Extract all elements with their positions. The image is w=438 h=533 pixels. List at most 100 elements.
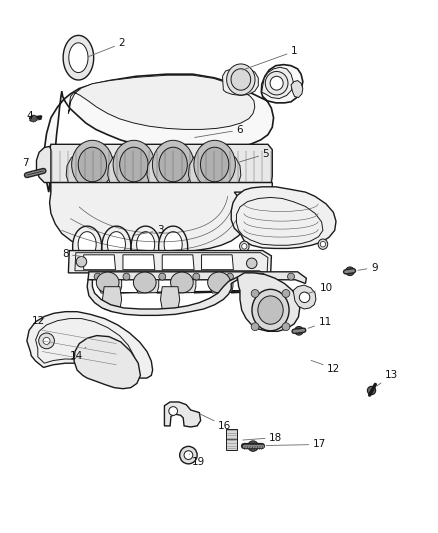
Circle shape <box>120 366 126 372</box>
Text: 2: 2 <box>88 38 125 56</box>
Polygon shape <box>36 147 51 183</box>
Text: 18: 18 <box>243 433 283 442</box>
Text: 13: 13 <box>377 370 398 386</box>
Ellipse shape <box>231 69 251 90</box>
Polygon shape <box>208 280 283 293</box>
Polygon shape <box>134 280 274 293</box>
Circle shape <box>282 323 290 330</box>
Circle shape <box>248 441 258 451</box>
Text: 14: 14 <box>70 348 86 361</box>
Ellipse shape <box>252 289 289 331</box>
Polygon shape <box>27 312 152 378</box>
Polygon shape <box>171 280 278 293</box>
Polygon shape <box>73 226 102 269</box>
Circle shape <box>39 333 54 349</box>
Text: 11: 11 <box>308 317 332 328</box>
Ellipse shape <box>72 140 113 189</box>
Ellipse shape <box>120 147 148 182</box>
Polygon shape <box>160 287 180 312</box>
Polygon shape <box>102 287 122 312</box>
Ellipse shape <box>201 147 229 182</box>
Polygon shape <box>68 251 272 277</box>
Polygon shape <box>164 402 201 427</box>
Text: 4: 4 <box>26 111 39 120</box>
Polygon shape <box>137 232 155 257</box>
Circle shape <box>180 446 197 464</box>
Circle shape <box>346 267 354 276</box>
Ellipse shape <box>258 296 283 324</box>
Polygon shape <box>223 68 258 95</box>
Text: 6: 6 <box>194 125 243 138</box>
Ellipse shape <box>208 272 230 293</box>
Polygon shape <box>66 151 119 183</box>
Polygon shape <box>231 187 336 248</box>
Polygon shape <box>291 80 303 98</box>
Polygon shape <box>188 151 241 183</box>
Circle shape <box>76 256 87 267</box>
Circle shape <box>184 451 193 459</box>
Polygon shape <box>123 255 155 270</box>
Ellipse shape <box>320 241 325 247</box>
Circle shape <box>282 289 290 297</box>
Ellipse shape <box>96 272 119 293</box>
Polygon shape <box>131 226 160 269</box>
Text: 12: 12 <box>311 360 340 374</box>
Ellipse shape <box>226 64 255 95</box>
Ellipse shape <box>170 272 193 293</box>
Text: 10: 10 <box>307 282 332 294</box>
Polygon shape <box>164 232 182 257</box>
Polygon shape <box>88 272 306 284</box>
Polygon shape <box>293 285 316 309</box>
Circle shape <box>258 273 265 280</box>
Text: 17: 17 <box>266 440 326 449</box>
Polygon shape <box>262 67 293 99</box>
Text: 12: 12 <box>32 316 46 326</box>
Polygon shape <box>108 151 160 183</box>
Ellipse shape <box>113 140 155 189</box>
Polygon shape <box>74 336 141 389</box>
Circle shape <box>117 362 130 375</box>
Polygon shape <box>226 429 237 450</box>
Polygon shape <box>107 232 125 257</box>
Text: 19: 19 <box>189 454 205 467</box>
Ellipse shape <box>152 140 194 189</box>
Circle shape <box>226 273 233 280</box>
Polygon shape <box>87 277 237 316</box>
Ellipse shape <box>242 244 247 249</box>
Ellipse shape <box>265 71 288 95</box>
Circle shape <box>251 323 259 330</box>
Polygon shape <box>49 144 272 192</box>
Circle shape <box>123 273 130 280</box>
Circle shape <box>251 289 259 297</box>
Ellipse shape <box>134 272 156 293</box>
Circle shape <box>294 326 303 335</box>
Text: 7: 7 <box>21 158 33 172</box>
Polygon shape <box>162 255 194 270</box>
Text: 16: 16 <box>200 414 231 431</box>
Polygon shape <box>84 255 116 270</box>
Polygon shape <box>49 183 272 253</box>
Circle shape <box>299 292 310 303</box>
Circle shape <box>169 407 177 415</box>
Text: 3: 3 <box>134 225 164 236</box>
Text: 8: 8 <box>62 249 83 259</box>
Polygon shape <box>63 35 94 80</box>
Polygon shape <box>201 255 233 270</box>
Text: 1: 1 <box>243 46 298 70</box>
Ellipse shape <box>240 241 249 252</box>
Polygon shape <box>69 43 88 72</box>
Polygon shape <box>147 151 199 183</box>
Circle shape <box>43 337 50 344</box>
Ellipse shape <box>78 147 106 182</box>
Circle shape <box>159 273 166 280</box>
Circle shape <box>247 258 257 269</box>
Text: 9: 9 <box>358 263 378 272</box>
Ellipse shape <box>318 239 328 249</box>
Circle shape <box>94 273 101 280</box>
Circle shape <box>193 273 200 280</box>
Polygon shape <box>237 273 300 332</box>
Polygon shape <box>68 75 255 130</box>
Ellipse shape <box>159 147 187 182</box>
Polygon shape <box>159 226 187 269</box>
Polygon shape <box>97 280 269 293</box>
